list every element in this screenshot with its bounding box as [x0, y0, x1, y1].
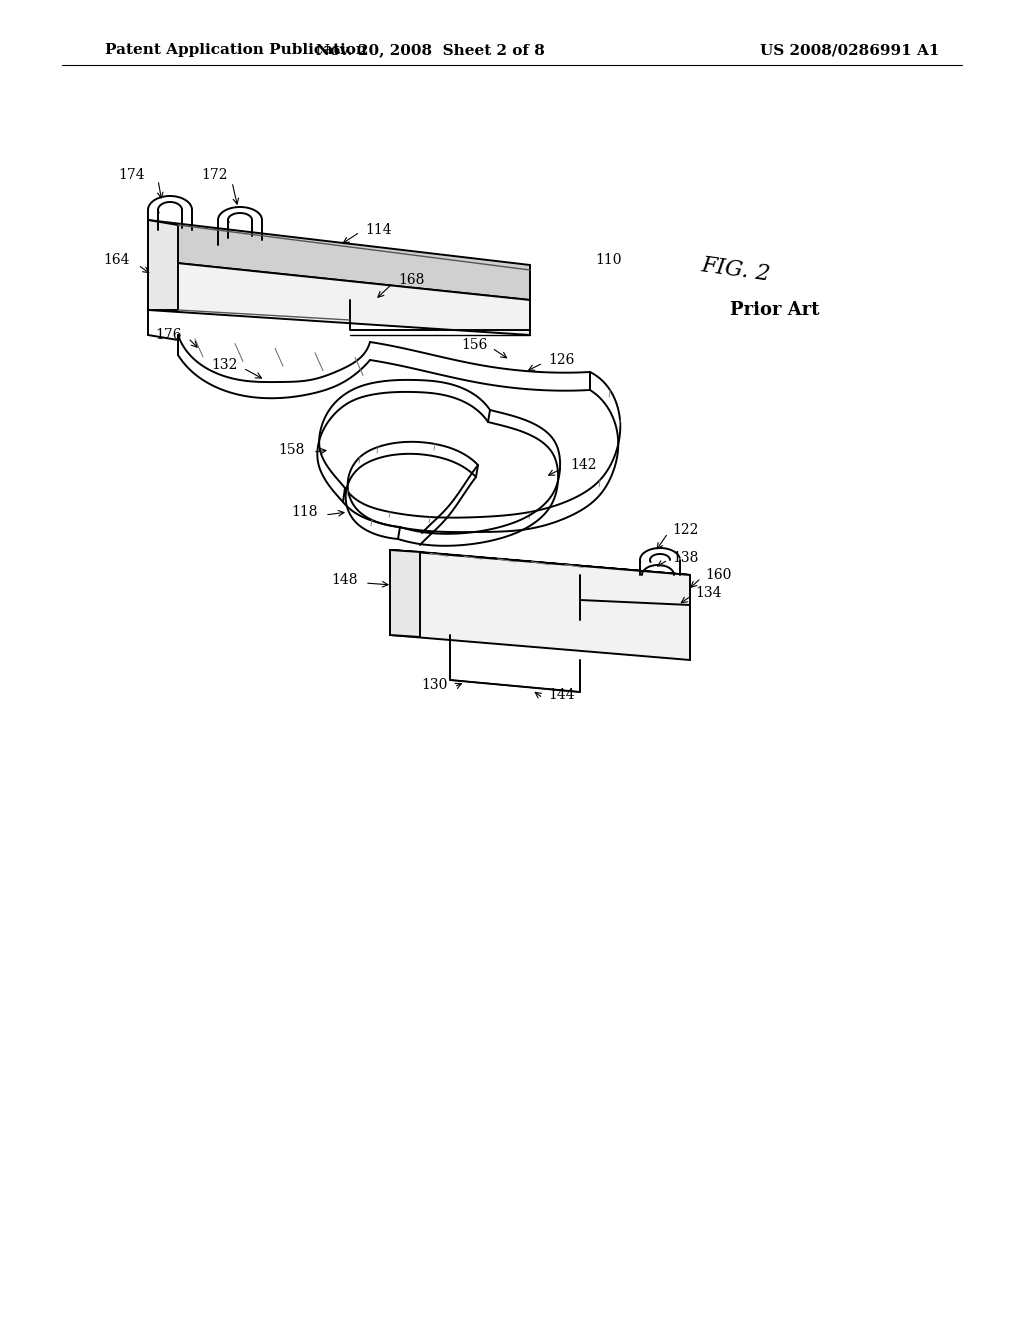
Polygon shape — [148, 220, 178, 310]
Text: 132: 132 — [212, 358, 238, 372]
Text: Nov. 20, 2008  Sheet 2 of 8: Nov. 20, 2008 Sheet 2 of 8 — [315, 44, 545, 57]
Text: 126: 126 — [548, 352, 574, 367]
Text: 138: 138 — [672, 550, 698, 565]
Text: Prior Art: Prior Art — [730, 301, 819, 319]
Text: 144: 144 — [548, 688, 574, 702]
Text: 142: 142 — [570, 458, 597, 473]
Text: 160: 160 — [705, 568, 731, 582]
Polygon shape — [148, 260, 530, 335]
Text: 172: 172 — [202, 168, 228, 182]
Polygon shape — [390, 550, 690, 576]
Text: 176: 176 — [156, 327, 182, 342]
Text: 174: 174 — [119, 168, 145, 182]
Polygon shape — [148, 220, 530, 300]
Text: Patent Application Publication: Patent Application Publication — [105, 44, 367, 57]
Text: 134: 134 — [695, 586, 722, 601]
Text: US 2008/0286991 A1: US 2008/0286991 A1 — [760, 44, 939, 57]
Text: 122: 122 — [672, 523, 698, 537]
Text: 130: 130 — [422, 678, 449, 692]
Text: 158: 158 — [279, 444, 305, 457]
Text: FIG. 2: FIG. 2 — [700, 255, 772, 285]
Text: 168: 168 — [398, 273, 424, 286]
Text: 114: 114 — [365, 223, 391, 238]
Text: 164: 164 — [103, 253, 130, 267]
Text: 148: 148 — [332, 573, 358, 587]
Text: 156: 156 — [462, 338, 488, 352]
Text: 118: 118 — [292, 506, 318, 519]
Polygon shape — [390, 550, 690, 660]
Polygon shape — [390, 550, 420, 638]
Text: 110: 110 — [595, 253, 622, 267]
